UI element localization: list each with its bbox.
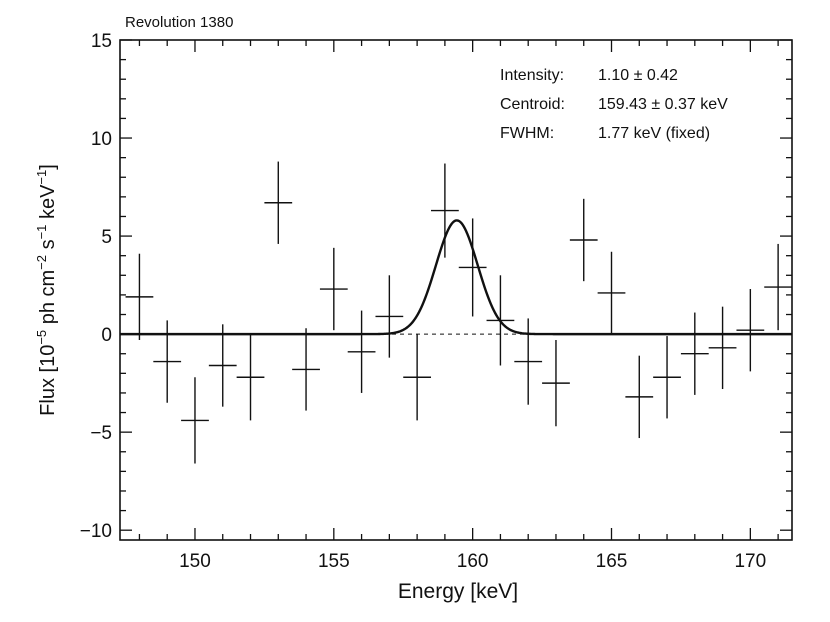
plot-frame: [119, 39, 793, 541]
data-point: [680, 312, 709, 395]
data-point: [514, 318, 543, 405]
y-axis-label: Flux [10−5 ph cm−2 s−1 keV−1]: [34, 164, 59, 416]
x-tick-label: 170: [734, 551, 766, 572]
y-label-part1: Flux [10: [37, 345, 59, 416]
y-label-sup1: −5: [34, 330, 49, 345]
data-point: [125, 253, 154, 340]
gaussian-fit-curve: [120, 219, 792, 336]
y-tick-label: −5: [90, 423, 112, 444]
y-tick-label: 0: [101, 325, 112, 346]
y-tick-label: −10: [80, 521, 112, 542]
axis-ticks: [120, 39, 792, 540]
fwhm-value: 1.77 keV (fixed): [598, 125, 710, 142]
y-label-part4: keV: [37, 184, 59, 225]
data-point: [597, 251, 626, 335]
y-tick-labels: −10 −5 0 5 10 15: [80, 31, 112, 542]
x-tick-labels: 150 155 160 165 170: [179, 551, 766, 572]
data-point: [764, 243, 792, 331]
data-point: [625, 355, 654, 439]
data-point: [653, 336, 681, 419]
centroid-label: Centroid:: [500, 96, 565, 113]
y-tick-label: 15: [91, 31, 112, 52]
data-point: [264, 161, 293, 244]
data-point: [292, 328, 320, 411]
data-point: [542, 340, 570, 427]
data-point: [319, 247, 348, 331]
data-point: [181, 377, 209, 464]
intensity-value: 1.10 ± 0.42: [598, 67, 678, 84]
data-point: [458, 218, 487, 317]
data-point: [236, 334, 265, 421]
x-tick-label: 155: [318, 551, 350, 572]
y-tick-label: 10: [91, 129, 112, 150]
data-point: [736, 289, 765, 372]
fit-results: Intensity: 1.10 ± 0.42 Centroid: 159.43 …: [500, 67, 728, 142]
data-point: [153, 320, 182, 403]
x-tick-label: 165: [596, 551, 628, 572]
data-points: [125, 161, 792, 464]
data-point: [347, 310, 376, 393]
chart-title: Revolution 1380: [125, 14, 233, 31]
x-tick-label: 160: [457, 551, 489, 572]
fwhm-label: FWHM:: [500, 125, 554, 142]
data-point: [208, 324, 237, 407]
y-label-part3: s: [37, 239, 59, 255]
y-label-part5: ]: [37, 164, 59, 170]
data-point: [486, 275, 515, 366]
data-point: [708, 306, 737, 390]
x-axis-label: Energy [keV]: [398, 580, 518, 603]
centroid-value: 159.43 ± 0.37 keV: [598, 96, 728, 113]
intensity-label: Intensity:: [500, 67, 564, 84]
data-point: [431, 163, 459, 258]
y-label-sup2: −2: [34, 255, 49, 270]
y-label-sup3: −1: [34, 225, 49, 240]
data-point: [403, 334, 432, 421]
data-point: [375, 275, 404, 358]
data-point: [569, 198, 598, 282]
x-tick-label: 150: [179, 551, 211, 572]
y-tick-label: 5: [101, 227, 112, 248]
y-label-sup4: −1: [34, 170, 49, 185]
y-label-part2: ph cm: [37, 270, 59, 330]
